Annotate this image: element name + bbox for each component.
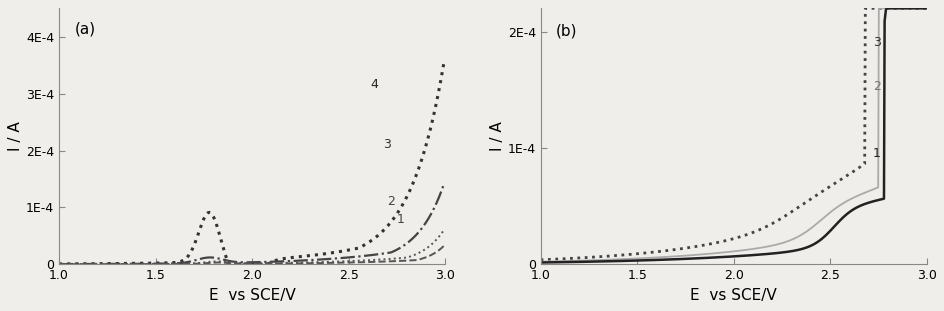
Text: 3: 3 — [871, 35, 880, 49]
Text: 1: 1 — [396, 213, 404, 226]
Text: (a): (a) — [75, 22, 95, 37]
Text: 4: 4 — [369, 78, 378, 91]
Y-axis label: I / A: I / A — [8, 121, 24, 151]
X-axis label: E  vs SCE/V: E vs SCE/V — [209, 288, 295, 303]
Text: (b): (b) — [555, 23, 577, 38]
Text: 2: 2 — [871, 80, 880, 93]
X-axis label: E  vs SCE/V: E vs SCE/V — [689, 288, 776, 303]
Y-axis label: I / A: I / A — [489, 121, 504, 151]
Text: 1: 1 — [871, 147, 880, 160]
Text: 3: 3 — [383, 138, 391, 151]
Text: 2: 2 — [387, 195, 395, 207]
